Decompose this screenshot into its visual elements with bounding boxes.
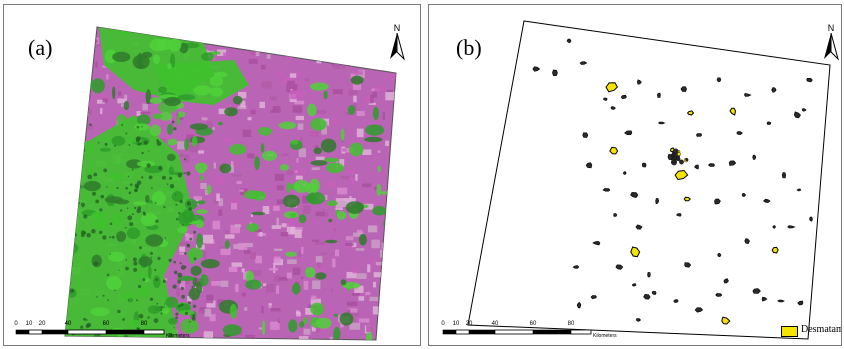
scale-bar-graphic xyxy=(442,329,592,335)
scale-tick-0: 0 xyxy=(441,321,445,327)
scale-tick-10: 10 xyxy=(452,321,460,327)
scale-bar: 0 10 20 40 60 80 Kilometers xyxy=(14,321,224,343)
scale-tick-20: 20 xyxy=(465,321,473,327)
panel-a-label: (a) xyxy=(28,35,53,60)
satellite-image xyxy=(64,26,397,341)
north-arrow-icon xyxy=(390,33,405,61)
scale-tick-80: 80 xyxy=(567,321,575,327)
scale-tick-10: 10 xyxy=(25,321,33,327)
panel-b-deforestation-map: (b) N 0 10 20 40 60 80 Kilometers Desmat… xyxy=(428,4,842,346)
scale-tick-60: 60 xyxy=(102,321,110,327)
scale-tick-20: 20 xyxy=(38,321,46,327)
north-arrow: N xyxy=(387,23,407,63)
north-arrow-icon xyxy=(824,33,839,61)
scale-bar: 0 10 20 40 60 80 Kilometers xyxy=(441,321,651,343)
panel-a-satellite-image: (a) N 0 10 20 40 60 80 Kilometers xyxy=(3,4,421,346)
scale-tick-40: 40 xyxy=(64,321,72,327)
north-letter: N xyxy=(827,23,835,33)
scale-unit: Kilometers xyxy=(593,333,617,339)
deforestation-patches xyxy=(532,38,813,325)
scale-tick-60: 60 xyxy=(529,321,537,327)
scale-tick-40: 40 xyxy=(491,321,499,327)
scale-tick-80: 80 xyxy=(140,321,148,327)
north-arrow: N xyxy=(821,23,841,63)
legend-label: Desmatamento xyxy=(801,324,841,335)
scene-outline xyxy=(467,20,831,340)
deforestation-map xyxy=(467,20,831,340)
north-letter: N xyxy=(393,23,401,33)
panel-b-label: (b) xyxy=(456,35,482,60)
scale-unit: Kilometers xyxy=(166,333,190,339)
legend-swatch xyxy=(781,326,798,337)
scale-tick-0: 0 xyxy=(14,321,18,327)
scale-bar-graphic xyxy=(15,329,165,335)
